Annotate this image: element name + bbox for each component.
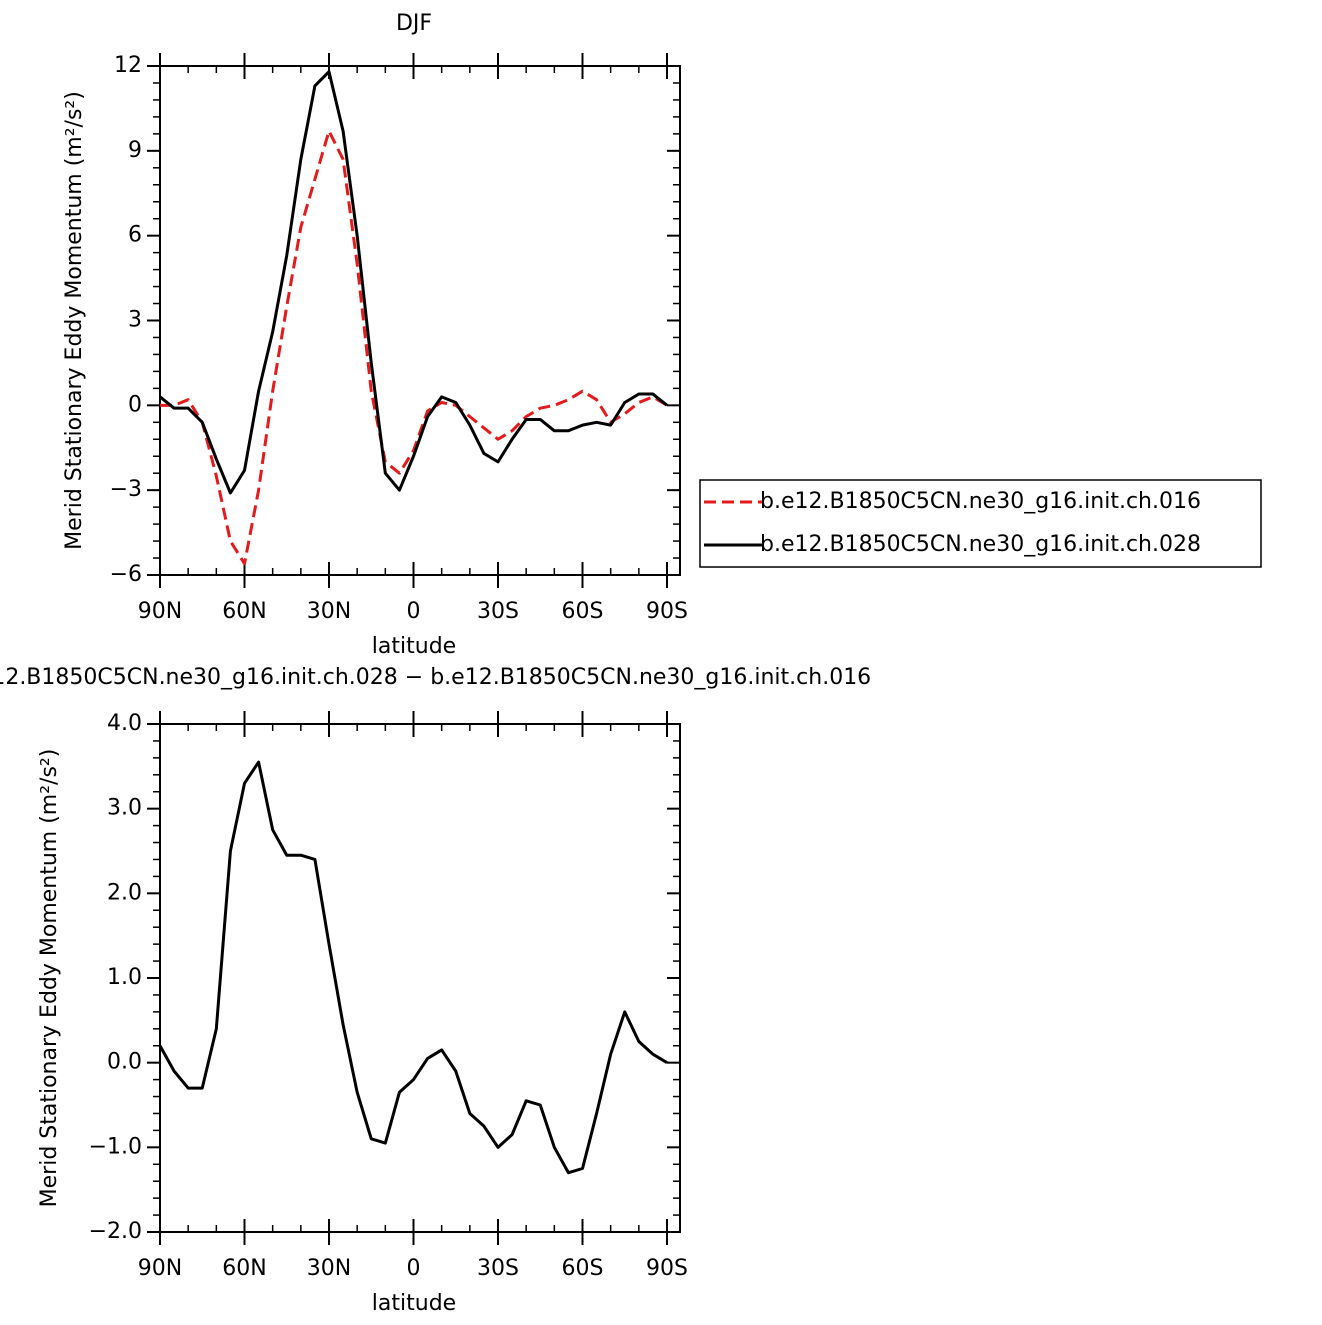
y-tick-label: −1.0: [89, 1134, 142, 1159]
y-tick-label: −2.0: [89, 1219, 142, 1244]
x-tick-label: 60S: [562, 1256, 604, 1281]
x-tick-label: 30N: [307, 599, 351, 624]
legend-label: b.e12.B1850C5CN.ne30_g16.init.ch.028: [760, 532, 1201, 557]
x-tick-label: 90S: [646, 599, 688, 624]
x-axis-label: latitude: [372, 634, 456, 659]
chart-panel: b.e12.B1850C5CN.ne30_g16.init.ch.028 − b…: [0, 665, 871, 1316]
data-line: [160, 129, 668, 566]
x-tick-label: 90N: [138, 1256, 182, 1281]
chart-title: b.e12.B1850C5CN.ne30_g16.init.ch.028 − b…: [0, 665, 871, 690]
x-tick-label: 60N: [222, 1256, 266, 1281]
legend-box: [699, 479, 1262, 568]
x-tick-label: 0: [407, 599, 421, 624]
x-tick-label: 60S: [562, 599, 604, 624]
y-axis-label: Merid Stationary Eddy Momentum (m²/s²): [62, 91, 87, 550]
x-tick-label: 0: [407, 1256, 421, 1281]
y-tick-label: 1.0: [107, 965, 142, 990]
y-tick-label: 2.0: [107, 880, 142, 905]
plot-frame: [159, 723, 681, 1233]
chart-panel: DJF latitude Merid Stationary Eddy Momentu…: [62, 11, 1262, 659]
x-tick-label: 90S: [646, 1256, 688, 1281]
x-axis-label: latitude: [372, 1291, 456, 1316]
data-line: [158, 760, 668, 1175]
y-tick-label: −3: [110, 477, 142, 502]
plot-frame: [159, 65, 681, 576]
x-tick-label: 30N: [307, 1256, 351, 1281]
x-tick-label: 90N: [138, 599, 182, 624]
x-tick-label: 60N: [222, 599, 266, 624]
y-tick-label: 4.0: [107, 711, 142, 736]
x-tick-label: 30S: [477, 599, 519, 624]
y-tick-label: 9: [128, 138, 142, 163]
y-tick-label: 0.0: [107, 1050, 142, 1075]
x-tick-label: 30S: [477, 1256, 519, 1281]
y-tick-label: 12: [114, 53, 142, 78]
y-tick-label: −6: [110, 562, 142, 587]
chart-title: DJF: [396, 11, 432, 36]
y-tick-label: 0: [128, 392, 142, 417]
y-tick-label: 3: [128, 308, 142, 333]
legend-label: b.e12.B1850C5CN.ne30_g16.init.ch.016: [760, 489, 1201, 514]
y-tick-label: 6: [128, 223, 142, 248]
y-axis-label: Merid Stationary Eddy Momentum (m²/s²): [37, 749, 62, 1208]
data-line: [159, 70, 668, 495]
y-tick-label: 3.0: [107, 796, 142, 821]
